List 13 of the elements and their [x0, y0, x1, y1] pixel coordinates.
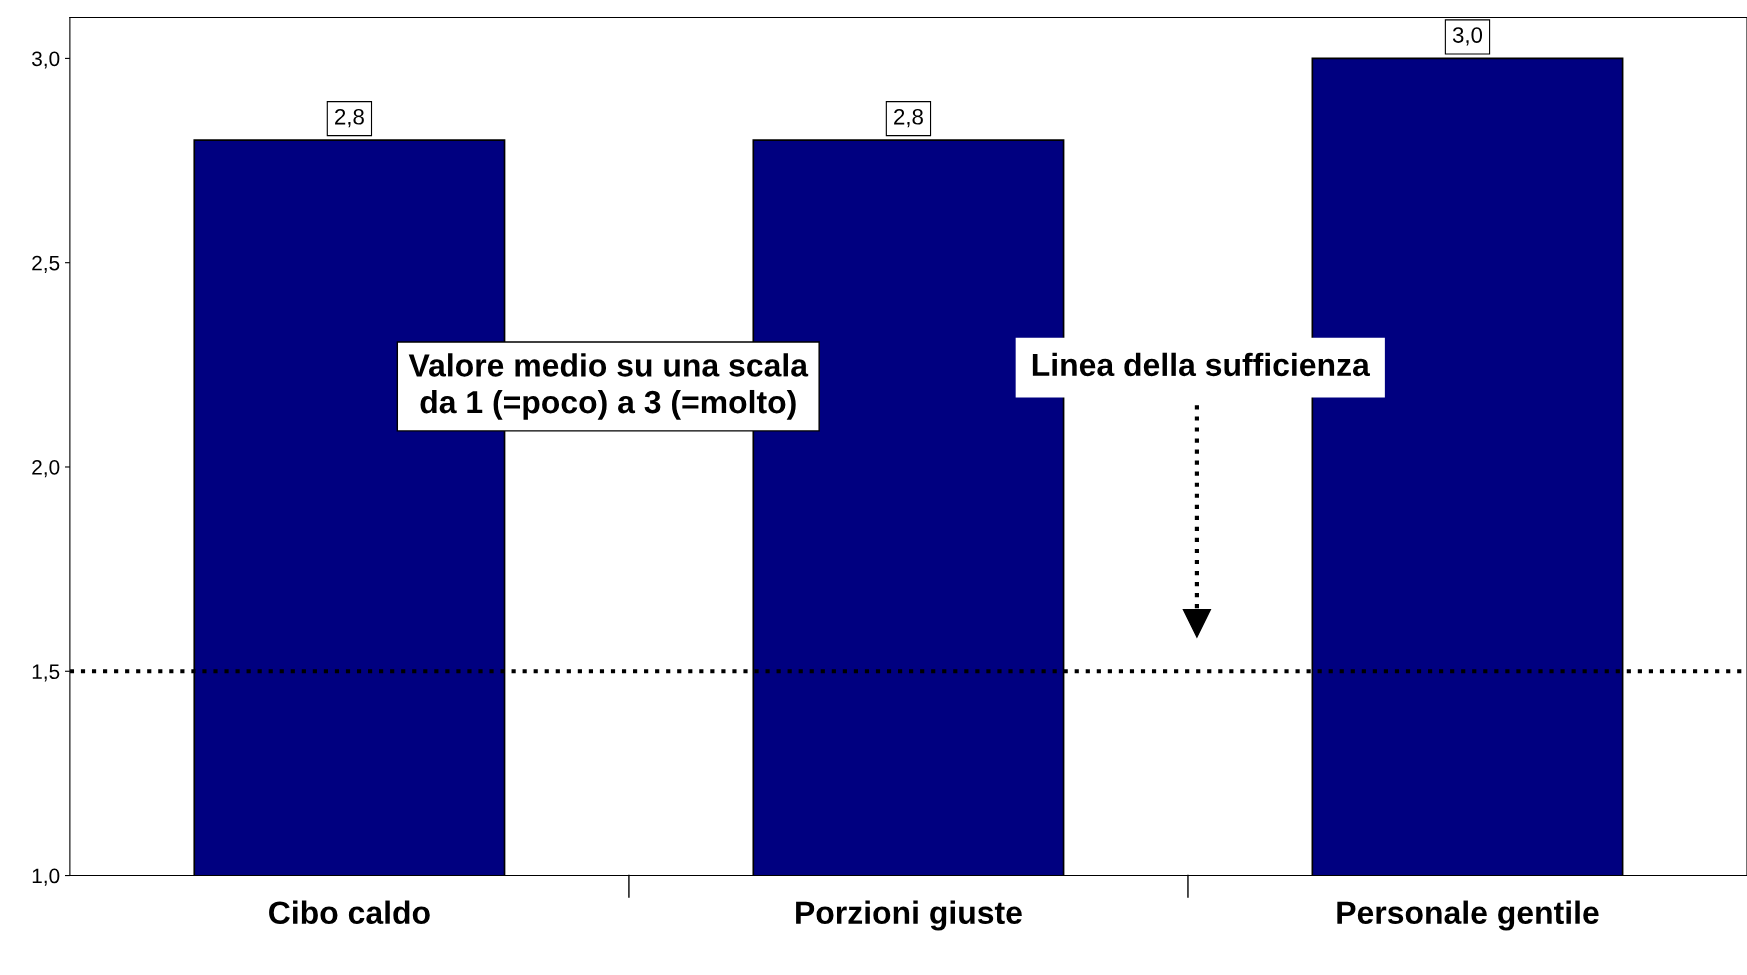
data-label: 2,8	[894, 108, 923, 128]
x-tick-label: Personale gentile	[1337, 900, 1599, 931]
y-tick-label: 1,0	[32, 868, 60, 886]
data-label: 3,0	[1452, 27, 1483, 46]
ref-line-label: Linea della sufficienza	[1032, 352, 1371, 377]
y-tick-label: 2,5	[32, 255, 60, 273]
y-tick-label: 2,0	[32, 459, 60, 478]
x-tick-label: Cibo caldo	[269, 900, 430, 925]
annotation: Valore medio su una scala da 1 (=poco) a 3 (=molto)	[408, 353, 809, 420]
y-tick-label: 3,0	[31, 51, 60, 69]
x-tick-label: Porzioni giuste	[796, 900, 1022, 931]
y-tick-label: 1,5	[32, 664, 60, 682]
data-label: 2,8	[335, 108, 364, 128]
